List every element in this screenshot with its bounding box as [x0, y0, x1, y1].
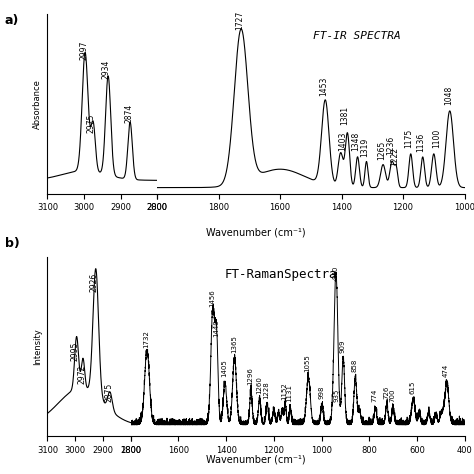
Text: 1131: 1131 [287, 384, 292, 402]
Text: 615: 615 [410, 380, 416, 393]
Text: 1319: 1319 [360, 137, 369, 157]
Text: 1453: 1453 [319, 76, 328, 96]
Text: 2926: 2926 [90, 273, 99, 292]
Text: Wavenumber (cm⁻¹): Wavenumber (cm⁻¹) [206, 455, 306, 465]
Text: Wavenumber (cm⁻¹): Wavenumber (cm⁻¹) [206, 227, 306, 237]
Text: 1348: 1348 [352, 131, 361, 151]
Text: 998: 998 [318, 385, 324, 399]
Text: 700: 700 [389, 388, 395, 402]
Text: 1048: 1048 [444, 85, 453, 105]
Text: 1405: 1405 [221, 360, 227, 377]
Text: 1222: 1222 [391, 147, 400, 166]
Text: 1136: 1136 [417, 133, 426, 152]
Text: 2874: 2874 [124, 104, 133, 123]
Text: 726: 726 [383, 385, 389, 399]
Text: 2972: 2972 [77, 365, 86, 384]
Text: 1727: 1727 [235, 10, 244, 29]
Text: 2875: 2875 [104, 383, 113, 401]
Text: 1456: 1456 [209, 290, 215, 307]
Text: 1381: 1381 [340, 106, 349, 125]
Text: 1152: 1152 [282, 383, 288, 400]
Text: 909: 909 [339, 339, 346, 353]
Text: 1236: 1236 [386, 136, 395, 155]
Text: 2995: 2995 [71, 342, 80, 361]
Text: 1260: 1260 [256, 376, 262, 393]
Text: 940: 940 [332, 266, 338, 279]
Text: 1440: 1440 [213, 319, 219, 337]
Text: 1055: 1055 [305, 355, 310, 373]
Y-axis label: Absorbance: Absorbance [33, 79, 42, 129]
Text: 858: 858 [352, 359, 358, 373]
Text: 1296: 1296 [247, 368, 253, 385]
Text: 2975: 2975 [86, 113, 95, 133]
Text: FT-IR SPECTRA: FT-IR SPECTRA [313, 31, 401, 41]
Y-axis label: Intensity: Intensity [33, 328, 42, 365]
Text: 1100: 1100 [432, 128, 441, 148]
Text: 1732: 1732 [143, 330, 149, 348]
Text: b): b) [5, 237, 19, 250]
Text: a): a) [5, 14, 19, 27]
Text: 1403: 1403 [338, 131, 347, 151]
Text: 1365: 1365 [231, 335, 237, 353]
Text: FT-RamanSpectra: FT-RamanSpectra [225, 268, 337, 281]
Text: 2997: 2997 [79, 41, 88, 60]
Text: 2934: 2934 [102, 60, 111, 79]
Text: 774: 774 [372, 388, 378, 402]
Text: 935: 935 [333, 388, 339, 402]
Text: 1228: 1228 [264, 381, 269, 399]
Text: 1265: 1265 [377, 141, 386, 160]
Text: 474: 474 [443, 364, 449, 377]
Text: 1175: 1175 [405, 128, 414, 148]
